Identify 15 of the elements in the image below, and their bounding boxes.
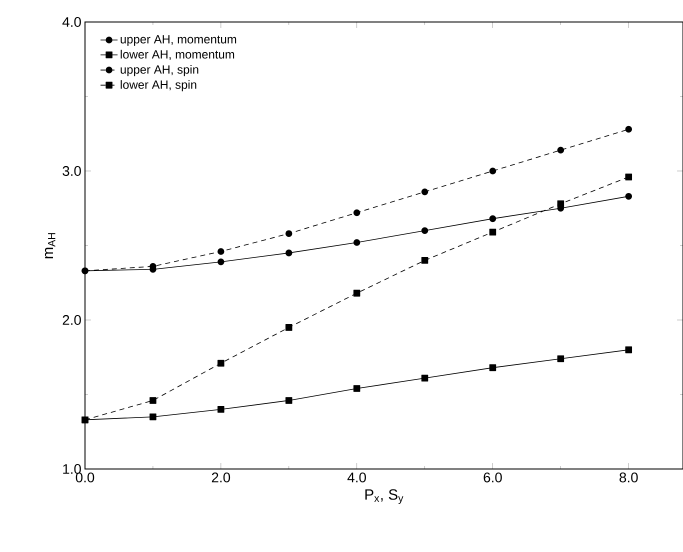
x-axis-title: P$_{x}$, S$_{y}$ [365, 489, 404, 504]
y-axis-title: m$_{AH}$ [44, 233, 56, 258]
y-tick-label: 3.0 [62, 166, 81, 176]
legend-label: lower AH, spin [120, 80, 196, 92]
x-tick-label: 8.0 [620, 472, 638, 482]
legend-label: upper AH, spin [120, 64, 198, 76]
legend-label: lower AH, momentum [120, 50, 234, 60]
x-tick-label: 4.0 [347, 472, 366, 482]
x-tick-label: 6.0 [484, 472, 502, 482]
legend-label: upper AH, momentum [120, 35, 236, 46]
y-tick-label: 4.0 [62, 17, 81, 27]
x-tick-label: 2.0 [212, 472, 230, 482]
y-tick-label: 2.0 [62, 315, 81, 325]
x-tick-label: 0.0 [76, 472, 94, 482]
y-tick-label: 1.0 [63, 464, 81, 474]
